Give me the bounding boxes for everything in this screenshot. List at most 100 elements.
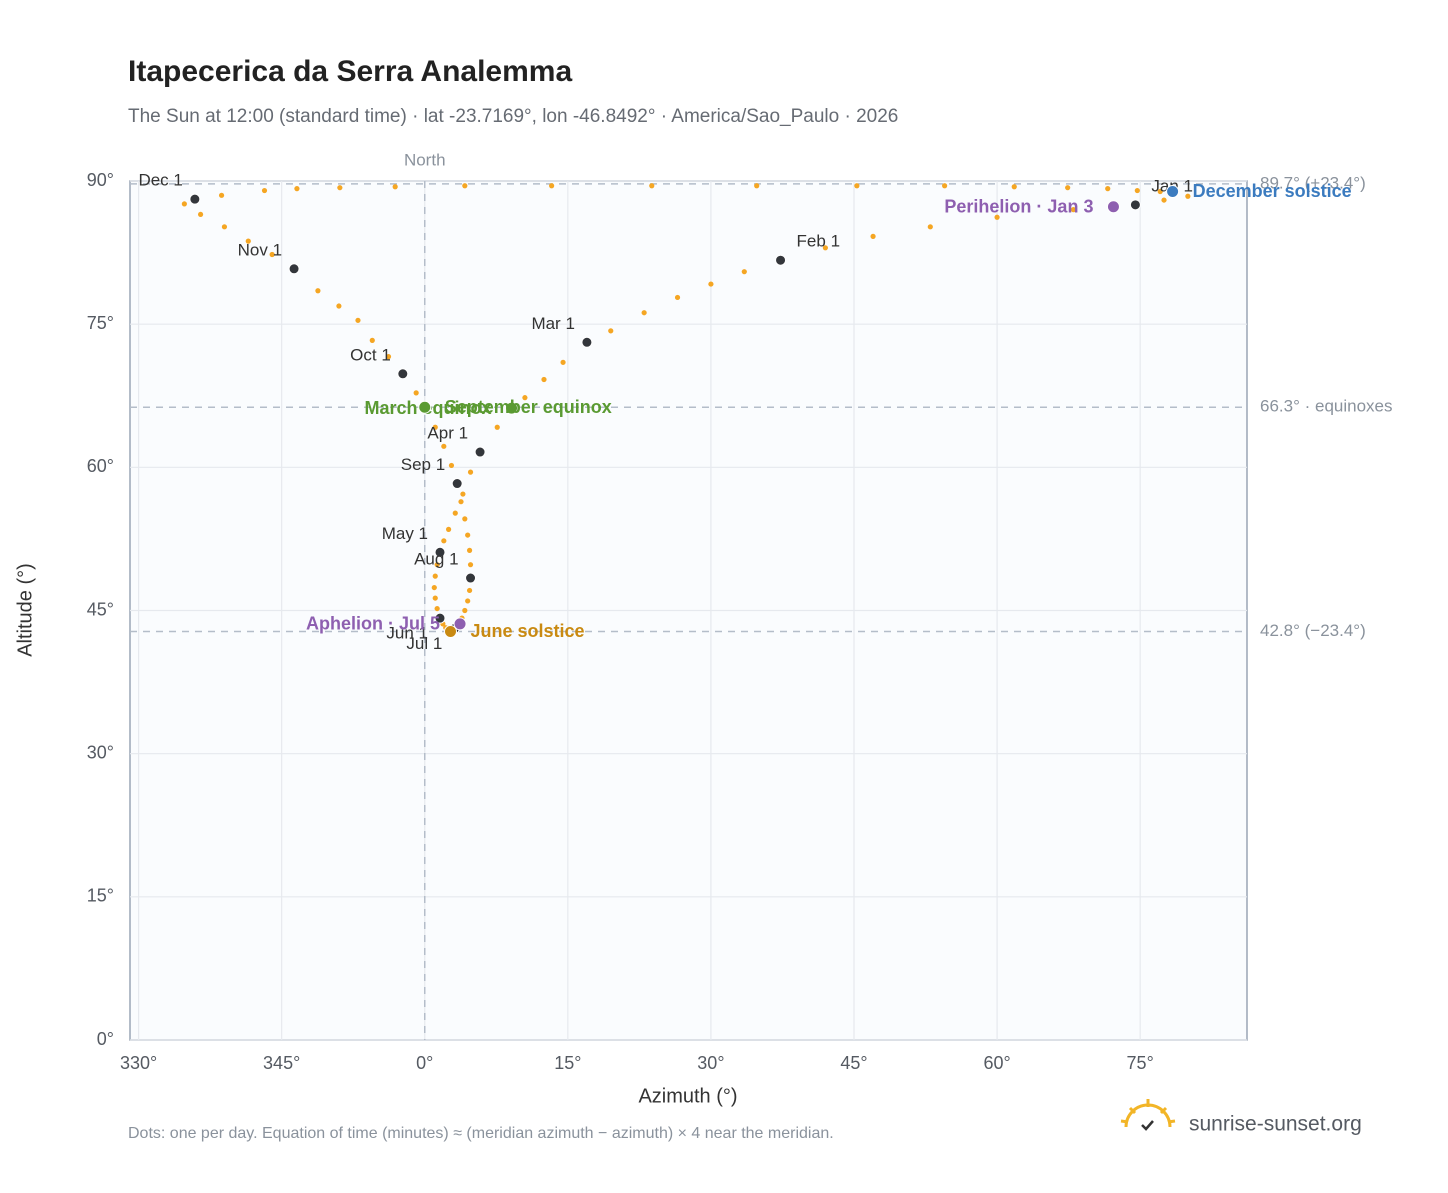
daily-dot bbox=[466, 547, 473, 553]
daily-dot bbox=[465, 598, 471, 604]
month-label: Aug 1 bbox=[414, 550, 458, 569]
month-label: Nov 1 bbox=[238, 240, 282, 259]
y-tick-label: 30° bbox=[87, 742, 114, 762]
daily-dot bbox=[294, 186, 300, 192]
daily-dot bbox=[441, 538, 447, 544]
daily-dot bbox=[413, 390, 419, 396]
month-marker bbox=[434, 546, 446, 558]
month-label: Oct 1 bbox=[350, 345, 391, 364]
brand-logo bbox=[1120, 1099, 1176, 1131]
daily-dot bbox=[1185, 193, 1191, 199]
x-axis-title: Azimuth (°) bbox=[638, 1085, 737, 1107]
month-label: May 1 bbox=[382, 524, 428, 543]
event-marker bbox=[1166, 184, 1180, 198]
y-tick-label: 15° bbox=[87, 886, 114, 906]
daily-dot bbox=[462, 607, 468, 614]
y-tick-label: 90° bbox=[87, 170, 114, 190]
daily-dot bbox=[452, 510, 458, 516]
month-label: Apr 1 bbox=[427, 424, 468, 443]
y-axis-title: Altitude (°) bbox=[14, 563, 36, 657]
daily-dot bbox=[432, 595, 438, 601]
daily-dot bbox=[467, 469, 474, 475]
daily-dot bbox=[1070, 207, 1076, 213]
month-marker bbox=[451, 478, 463, 490]
x-tick-label: 0° bbox=[416, 1053, 433, 1073]
daily-dot bbox=[385, 354, 392, 360]
daily-dot bbox=[434, 605, 440, 612]
daily-dot bbox=[854, 183, 860, 189]
event-marker bbox=[444, 624, 458, 638]
x-tick-label: 45° bbox=[840, 1053, 867, 1073]
x-tick-label: 330° bbox=[120, 1053, 157, 1073]
month-label: Jun 1 bbox=[386, 624, 428, 643]
daily-dot bbox=[221, 224, 228, 230]
daily-dot bbox=[1105, 186, 1111, 192]
daily-dot bbox=[434, 562, 440, 568]
daily-dot bbox=[460, 491, 466, 497]
x-tick-label: 30° bbox=[697, 1053, 724, 1073]
daily-dot bbox=[1065, 185, 1071, 191]
daily-dot bbox=[942, 183, 948, 189]
daily-dot bbox=[494, 424, 500, 430]
month-marker bbox=[288, 263, 300, 275]
month-label: Mar 1 bbox=[531, 314, 574, 333]
daily-dot bbox=[315, 288, 321, 294]
daily-dot bbox=[432, 573, 438, 579]
event-label: June solstice bbox=[471, 621, 585, 641]
daily-dot bbox=[269, 251, 275, 258]
x-tick-label: 345° bbox=[263, 1053, 300, 1073]
event-label: December solstice bbox=[1193, 181, 1352, 201]
month-marker bbox=[775, 254, 787, 266]
month-marker bbox=[189, 193, 201, 205]
y-tick-label: 60° bbox=[87, 456, 114, 476]
daily-dot bbox=[181, 201, 187, 207]
daily-dot bbox=[708, 281, 714, 287]
daily-dot bbox=[448, 462, 455, 469]
daily-dot bbox=[466, 587, 473, 594]
daily-dot bbox=[674, 294, 681, 301]
daily-dot bbox=[218, 192, 225, 198]
footnote: Dots: one per day. Equation of time (min… bbox=[128, 1125, 834, 1142]
month-marker bbox=[397, 368, 409, 380]
daily-dot bbox=[465, 532, 471, 538]
daily-dot bbox=[245, 238, 251, 244]
daily-dot bbox=[462, 183, 468, 189]
reference-label: 89.7° (+23.4°) bbox=[1260, 173, 1366, 192]
month-label: Jul 1 bbox=[406, 634, 442, 653]
daily-dot bbox=[560, 359, 566, 365]
daily-dot bbox=[641, 310, 647, 316]
daily-dot bbox=[541, 376, 547, 383]
daily-dot bbox=[392, 184, 398, 190]
daily-dot bbox=[741, 269, 747, 275]
month-marker bbox=[581, 336, 593, 348]
month-marker bbox=[434, 612, 446, 624]
daily-dot bbox=[462, 516, 468, 522]
daily-dot bbox=[432, 424, 438, 430]
daily-dot bbox=[261, 187, 268, 194]
month-label: Feb 1 bbox=[797, 232, 840, 251]
daily-dot bbox=[994, 214, 1000, 220]
month-label: Dec 1 bbox=[138, 171, 182, 190]
daily-dot bbox=[1157, 188, 1163, 195]
brand: sunrise-sunset.org bbox=[1189, 1113, 1362, 1136]
meridian-label: North bbox=[404, 150, 446, 169]
reference-label: 42.8° (−23.4°) bbox=[1260, 621, 1366, 640]
x-tick-label: 75° bbox=[1127, 1053, 1154, 1073]
x-tick-label: 60° bbox=[983, 1053, 1010, 1073]
daily-dot bbox=[458, 499, 464, 505]
daily-dot bbox=[522, 395, 528, 401]
daily-dot bbox=[369, 337, 375, 343]
daily-dot bbox=[467, 562, 474, 568]
reference-label: 66.3° · equinoxes bbox=[1260, 397, 1393, 416]
daily-dot bbox=[355, 317, 361, 323]
daily-dot bbox=[649, 183, 655, 189]
daily-dot bbox=[431, 584, 437, 591]
month-label: Sep 1 bbox=[401, 455, 445, 474]
daily-dot bbox=[608, 328, 614, 334]
daily-dot bbox=[1161, 197, 1167, 203]
daily-dot bbox=[1134, 187, 1140, 194]
daily-dot bbox=[754, 183, 760, 189]
daily-dot bbox=[1011, 184, 1017, 190]
daily-dot bbox=[197, 211, 204, 218]
